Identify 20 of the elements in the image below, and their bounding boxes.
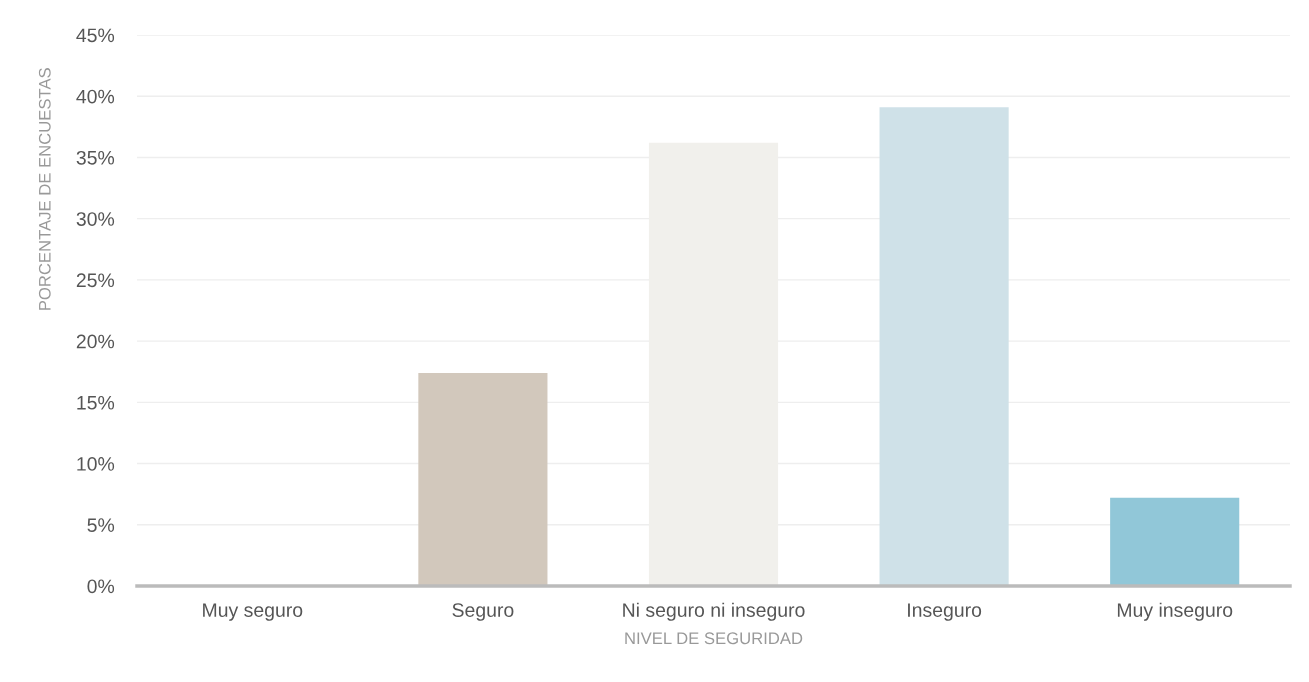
bar	[879, 107, 1009, 586]
y-tick-label: 30%	[76, 212, 115, 226]
y-tick-label: 25%	[76, 273, 115, 288]
bar	[418, 372, 548, 586]
y-tick-label: 5%	[87, 518, 115, 533]
y-tick-label: 15%	[77, 395, 115, 410]
x-tick-label: Seguro	[452, 603, 514, 621]
bar	[1110, 497, 1240, 586]
x-tick-label: Muy seguro	[203, 603, 303, 621]
x-tick-label: Inseguro	[908, 603, 982, 621]
y-tick-label: 20%	[76, 334, 115, 349]
x-tick-label: Ni seguro ni inseguro	[623, 602, 805, 621]
y-tick-label: 45%	[76, 28, 115, 43]
y-tick-label: 40%	[76, 89, 115, 104]
y-tick-label: 35%	[76, 150, 115, 165]
y-tick-label: 10%	[77, 457, 115, 471]
x-axis-title: NIVEL DE SEGURIDAD	[625, 632, 803, 645]
y-axis-title: PORCENTAJE DE ENCUESTAS	[38, 68, 51, 310]
y-tick-label: 0%	[87, 579, 115, 594]
x-tick-label: Muy inseguro	[1117, 602, 1233, 621]
